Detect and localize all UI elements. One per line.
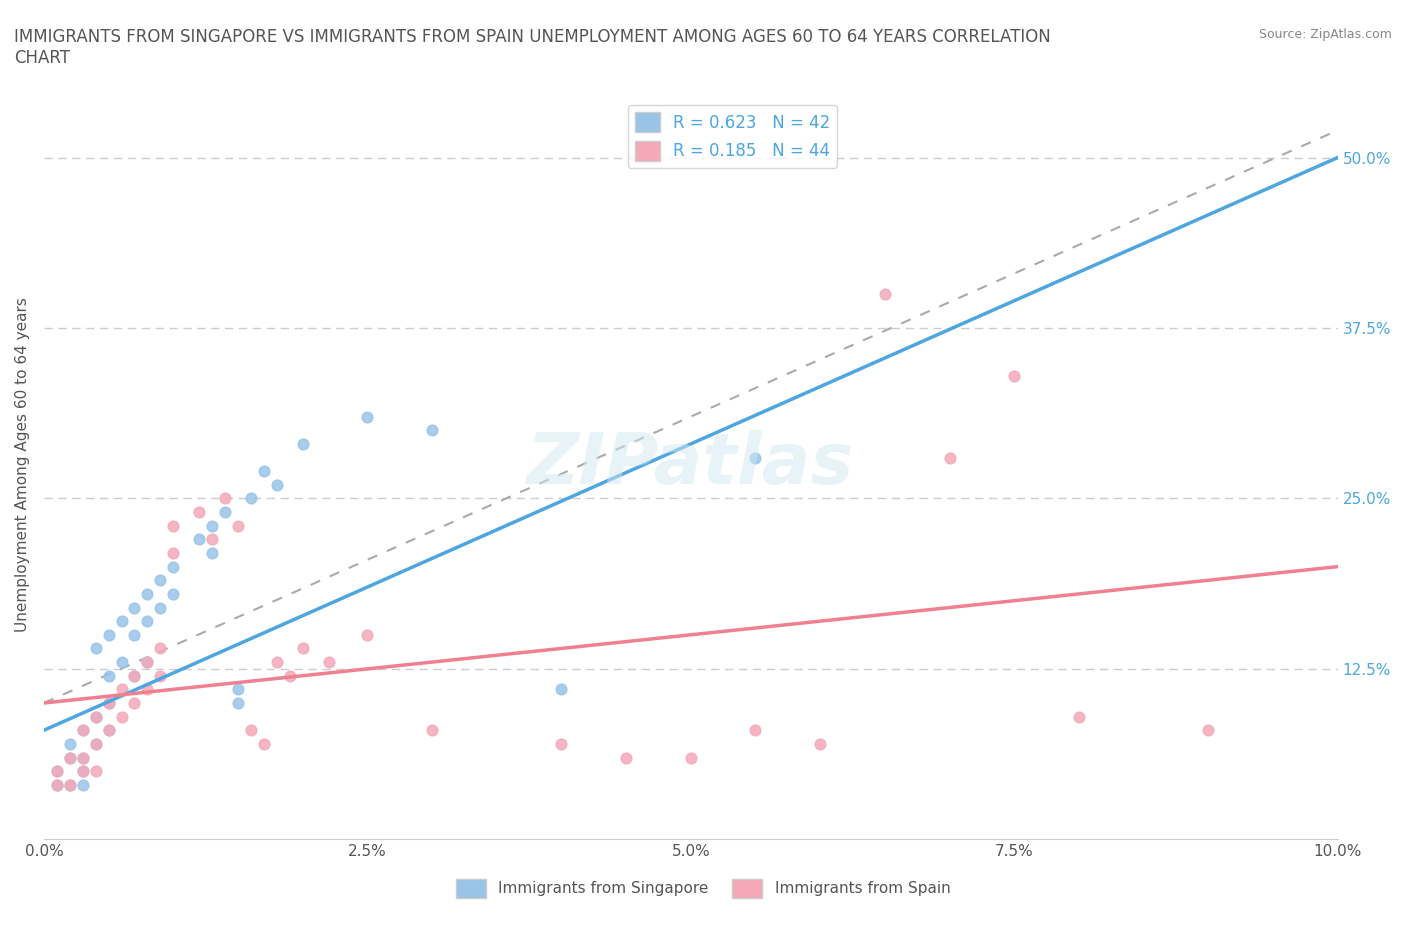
Point bbox=[72, 777, 94, 792]
Point bbox=[550, 682, 572, 697]
Point bbox=[239, 723, 262, 737]
Point bbox=[97, 696, 120, 711]
Point bbox=[72, 723, 94, 737]
Point bbox=[226, 682, 249, 697]
Point bbox=[201, 518, 224, 533]
Point bbox=[97, 628, 120, 643]
Point bbox=[162, 559, 184, 574]
Point bbox=[59, 777, 82, 792]
Point bbox=[72, 764, 94, 778]
Point bbox=[808, 737, 831, 751]
Text: Source: ZipAtlas.com: Source: ZipAtlas.com bbox=[1258, 28, 1392, 41]
Point bbox=[72, 751, 94, 765]
Point bbox=[356, 628, 378, 643]
Point bbox=[1002, 368, 1025, 383]
Point bbox=[110, 710, 132, 724]
Point bbox=[266, 655, 288, 670]
Point bbox=[136, 655, 159, 670]
Point bbox=[45, 777, 67, 792]
Point bbox=[124, 696, 146, 711]
Point bbox=[136, 655, 159, 670]
Point bbox=[45, 777, 67, 792]
Point bbox=[226, 696, 249, 711]
Point bbox=[1197, 723, 1219, 737]
Point bbox=[124, 669, 146, 684]
Y-axis label: Unemployment Among Ages 60 to 64 years: Unemployment Among Ages 60 to 64 years bbox=[15, 297, 30, 631]
Point bbox=[149, 641, 172, 656]
Point bbox=[201, 546, 224, 561]
Point bbox=[1067, 710, 1090, 724]
Point bbox=[97, 723, 120, 737]
Text: IMMIGRANTS FROM SINGAPORE VS IMMIGRANTS FROM SPAIN UNEMPLOYMENT AMONG AGES 60 TO: IMMIGRANTS FROM SINGAPORE VS IMMIGRANTS … bbox=[14, 28, 1050, 67]
Point bbox=[214, 491, 236, 506]
Point bbox=[162, 587, 184, 602]
Point bbox=[97, 696, 120, 711]
Point bbox=[110, 655, 132, 670]
Point bbox=[45, 764, 67, 778]
Point bbox=[84, 737, 107, 751]
Point bbox=[201, 532, 224, 547]
Point bbox=[188, 532, 211, 547]
Point bbox=[149, 600, 172, 615]
Point bbox=[59, 777, 82, 792]
Point bbox=[97, 723, 120, 737]
Point bbox=[266, 477, 288, 492]
Point bbox=[278, 669, 301, 684]
Point bbox=[84, 710, 107, 724]
Legend: R = 0.623   N = 42, R = 0.185   N = 44: R = 0.623 N = 42, R = 0.185 N = 44 bbox=[628, 105, 837, 167]
Point bbox=[744, 450, 766, 465]
Point bbox=[149, 573, 172, 588]
Point bbox=[550, 737, 572, 751]
Point bbox=[318, 655, 340, 670]
Point bbox=[291, 436, 314, 451]
Point bbox=[136, 614, 159, 629]
Point bbox=[614, 751, 637, 765]
Point bbox=[291, 641, 314, 656]
Point bbox=[226, 518, 249, 533]
Point bbox=[136, 587, 159, 602]
Point bbox=[124, 669, 146, 684]
Point bbox=[124, 628, 146, 643]
Legend: Immigrants from Singapore, Immigrants from Spain: Immigrants from Singapore, Immigrants fr… bbox=[450, 873, 956, 904]
Point bbox=[239, 491, 262, 506]
Point bbox=[253, 737, 276, 751]
Point bbox=[110, 614, 132, 629]
Point bbox=[97, 669, 120, 684]
Text: ZIPatlas: ZIPatlas bbox=[527, 430, 855, 498]
Point bbox=[188, 505, 211, 520]
Point bbox=[136, 682, 159, 697]
Point bbox=[149, 669, 172, 684]
Point bbox=[84, 710, 107, 724]
Point bbox=[162, 546, 184, 561]
Point bbox=[214, 505, 236, 520]
Point bbox=[938, 450, 960, 465]
Point bbox=[72, 751, 94, 765]
Point bbox=[110, 682, 132, 697]
Point bbox=[84, 641, 107, 656]
Point bbox=[253, 464, 276, 479]
Point bbox=[420, 423, 443, 438]
Point bbox=[72, 723, 94, 737]
Point bbox=[45, 764, 67, 778]
Point bbox=[420, 723, 443, 737]
Point bbox=[84, 737, 107, 751]
Point bbox=[873, 286, 896, 301]
Point bbox=[679, 751, 702, 765]
Point bbox=[356, 409, 378, 424]
Point bbox=[59, 737, 82, 751]
Point bbox=[744, 723, 766, 737]
Point bbox=[72, 764, 94, 778]
Point bbox=[84, 764, 107, 778]
Point bbox=[162, 518, 184, 533]
Point bbox=[59, 751, 82, 765]
Point bbox=[59, 751, 82, 765]
Point bbox=[124, 600, 146, 615]
